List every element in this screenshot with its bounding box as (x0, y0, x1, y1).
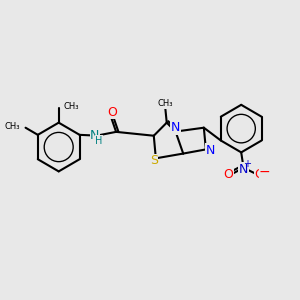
Text: S: S (150, 154, 158, 167)
Text: O: O (107, 106, 117, 119)
Text: O: O (254, 169, 264, 182)
Text: N: N (90, 129, 100, 142)
Text: CH₃: CH₃ (158, 99, 173, 108)
Text: H: H (95, 136, 102, 146)
Text: CH₃: CH₃ (5, 122, 20, 131)
Text: +: + (243, 159, 251, 169)
Text: −: − (259, 165, 270, 179)
Text: CH₃: CH₃ (63, 102, 79, 111)
Text: N: N (206, 143, 215, 157)
Text: N: N (171, 121, 180, 134)
Text: N: N (239, 163, 248, 176)
Text: O: O (223, 169, 233, 182)
